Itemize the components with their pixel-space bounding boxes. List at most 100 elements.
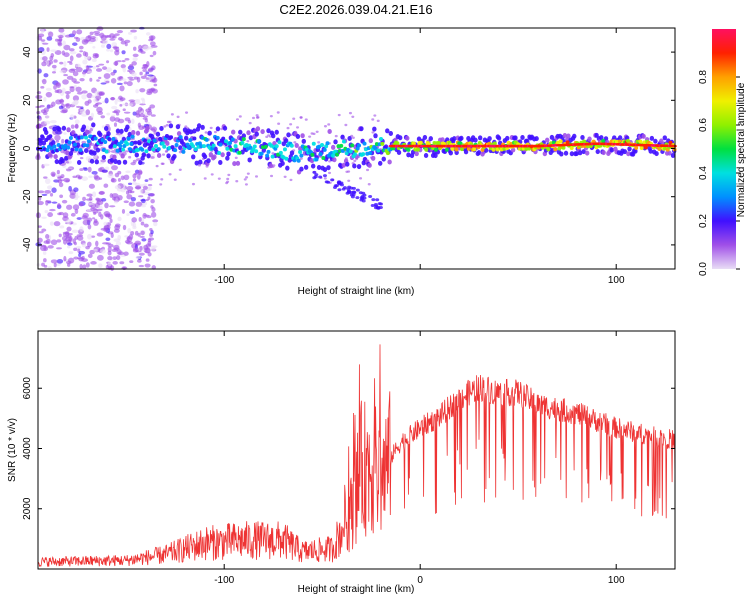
- spectrogram-y-ticks: -40 -20 0 20 40: [22, 46, 675, 252]
- spectrogram-noise-mark: [148, 88, 156, 92]
- spectrogram-noise-mark: [107, 261, 112, 267]
- spectrogram-noise-mark: [127, 76, 134, 79]
- spectrogram-noise-mark: [92, 54, 99, 59]
- spectrogram-noise-mark: [143, 214, 150, 217]
- spectrogram-core-mark: [191, 144, 196, 149]
- spectrogram-noise-mark: [328, 160, 332, 163]
- spectrogram-core-mark: [561, 145, 566, 150]
- spectrogram-band-mark: [61, 125, 67, 131]
- spectrogram-noise-mark: [139, 245, 143, 251]
- spectrogram-band-mark: [266, 128, 271, 134]
- spectrogram-y-tick-label: -20: [22, 189, 33, 204]
- spectrogram-noise-mark: [138, 264, 145, 268]
- spectrogram-band-mark: [175, 124, 181, 130]
- spectrogram-noise-mark: [81, 140, 87, 144]
- spectrogram-core-mark: [130, 134, 135, 139]
- spectrogram-noise-mark: [276, 111, 280, 114]
- colorbar-tick-label: 0.8: [698, 70, 709, 84]
- spectrogram-noise-mark: [296, 126, 300, 129]
- spectrogram-core-mark: [140, 147, 145, 152]
- spectrogram-band-mark: [194, 160, 199, 166]
- spectrogram-noise-mark: [98, 191, 105, 195]
- spectrogram-band-mark: [577, 150, 583, 156]
- spectrogram-core-mark: [151, 147, 156, 152]
- spectrogram-band-mark: [627, 146, 632, 152]
- spectrogram-band-mark: [440, 137, 445, 143]
- spectrogram-trail-mark: [349, 186, 354, 190]
- spectrogram-noise-mark: [45, 200, 52, 203]
- spectrogram-core-mark: [361, 152, 366, 157]
- spectrogram-noise-mark: [42, 163, 50, 167]
- spectrogram-noise-mark: [347, 179, 351, 182]
- spectrogram-core-mark: [107, 137, 112, 142]
- spectrogram-band-mark: [595, 149, 600, 155]
- spectrogram-band-mark: [572, 133, 577, 139]
- spectrogram-trail-mark: [371, 198, 376, 202]
- spectrogram-noise-mark: [130, 197, 136, 202]
- spectrogram-band-mark: [477, 135, 483, 141]
- snr-frame: [37, 330, 676, 570]
- spectrogram-noise-mark: [72, 95, 80, 102]
- spectrogram-core-mark: [38, 138, 43, 143]
- spectrogram-band-mark: [226, 151, 231, 157]
- spectrogram-noise-mark: [94, 33, 101, 36]
- spectrogram-core-mark: [115, 148, 120, 153]
- spectrogram-core-mark: [112, 144, 117, 149]
- spectrogram-trail-mark: [362, 193, 367, 197]
- snr-y-ticks: 2000 4000 6000: [22, 377, 675, 520]
- spectrogram-noise-mark: [105, 80, 110, 84]
- spectrogram-noise-mark: [78, 45, 84, 50]
- spectrogram-noise-mark: [145, 71, 150, 75]
- spectrogram-noise-mark: [135, 89, 139, 94]
- spectrogram-noise-mark: [139, 103, 146, 106]
- spectrogram-marks: [35, 26, 677, 271]
- spectrogram-noise-mark: [123, 174, 130, 181]
- spectrogram-noise-mark: [289, 178, 293, 182]
- spectrogram-noise-mark: [133, 46, 137, 51]
- spectrogram-band-mark: [452, 136, 457, 142]
- spectrogram-noise-mark: [299, 157, 303, 160]
- spectrogram-noise-mark: [51, 201, 58, 204]
- spectrogram-noise-mark: [308, 135, 312, 138]
- spectrogram-noise-mark: [184, 125, 188, 128]
- spectrogram-noise-mark: [100, 34, 107, 41]
- spectrogram-band-mark: [127, 131, 132, 137]
- spectrogram-noise-mark: [76, 246, 82, 249]
- spectrogram-noise-mark: [47, 104, 54, 109]
- spectrogram-noise-mark: [191, 182, 195, 186]
- spectrogram-band-mark: [496, 135, 502, 141]
- spectrogram-noise-mark: [76, 53, 82, 58]
- spectrogram-core-mark: [149, 140, 154, 145]
- spectrogram-noise-mark: [49, 208, 56, 212]
- spectrogram-noise-mark: [310, 132, 314, 135]
- spectrogram-band-mark: [116, 159, 122, 165]
- spectrogram-noise-mark: [327, 123, 331, 126]
- spectrogram-noise-mark: [168, 173, 172, 176]
- spectrogram-noise-mark: [142, 45, 150, 51]
- spectrogram-core-mark: [143, 138, 148, 143]
- spectrogram-core-mark: [348, 149, 353, 154]
- spectrogram-noise-mark: [68, 48, 75, 52]
- spectrogram-noise-mark: [95, 208, 103, 212]
- spectrogram-core-mark: [233, 144, 238, 149]
- spectrogram-noise-mark: [135, 201, 143, 207]
- snr-x-ticks: -100 0 100: [214, 331, 625, 586]
- spectrogram-noise-mark: [103, 221, 108, 226]
- snr-y-label: SNR (10 * v/v): [7, 418, 18, 482]
- spectrogram-noise-mark: [61, 87, 66, 94]
- spectrogram-noise-mark: [53, 84, 57, 90]
- spectrogram-band-mark: [75, 142, 81, 148]
- spectrogram-noise-mark: [152, 219, 159, 223]
- spectrogram-trail-mark: [337, 188, 342, 192]
- spectrogram-noise-mark: [106, 60, 110, 64]
- spectrogram-noise-mark: [79, 226, 84, 233]
- spectrogram-band-mark: [423, 153, 429, 159]
- spectrogram-noise-mark: [112, 261, 118, 265]
- spectrogram-core-mark: [86, 139, 91, 144]
- spectrogram-noise-mark: [209, 126, 213, 130]
- spectrogram-noise-mark: [138, 170, 143, 175]
- spectrogram-noise-mark: [41, 61, 47, 67]
- spectrogram-core-mark: [380, 141, 385, 146]
- spectrogram-noise-mark: [140, 75, 147, 80]
- spectrogram-band-mark: [584, 150, 590, 156]
